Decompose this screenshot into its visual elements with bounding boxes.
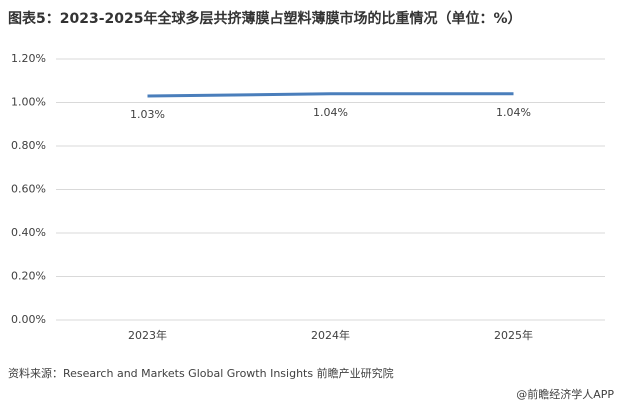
x-tick-label: 2023年 — [128, 328, 167, 342]
y-tick-label: 0.80% — [11, 139, 46, 152]
y-tick-label: 0.20% — [11, 270, 46, 283]
x-tick-label: 2024年 — [311, 328, 350, 342]
line-series — [147, 92, 514, 98]
y-tick-label: 1.20% — [11, 52, 46, 65]
data-label: 1.04% — [496, 106, 531, 119]
y-tick-label: 0.40% — [11, 226, 46, 239]
chart-title: 图表5：2023-2025年全球多层共挤薄膜占塑料薄膜市场的比重情况（单位：%） — [8, 10, 522, 27]
source-note: 资料来源：Research and Markets Global Growth … — [8, 366, 394, 380]
data-label: 1.04% — [313, 106, 348, 119]
y-tick-label: 0.60% — [11, 183, 46, 196]
y-tick-label: 1.00% — [11, 96, 46, 109]
y-tick-label: 0.00% — [11, 313, 46, 326]
footer: @前瞻经济学人APP — [516, 387, 614, 401]
data-label: 1.03% — [130, 108, 165, 121]
x-tick-label: 2025年 — [494, 328, 533, 342]
